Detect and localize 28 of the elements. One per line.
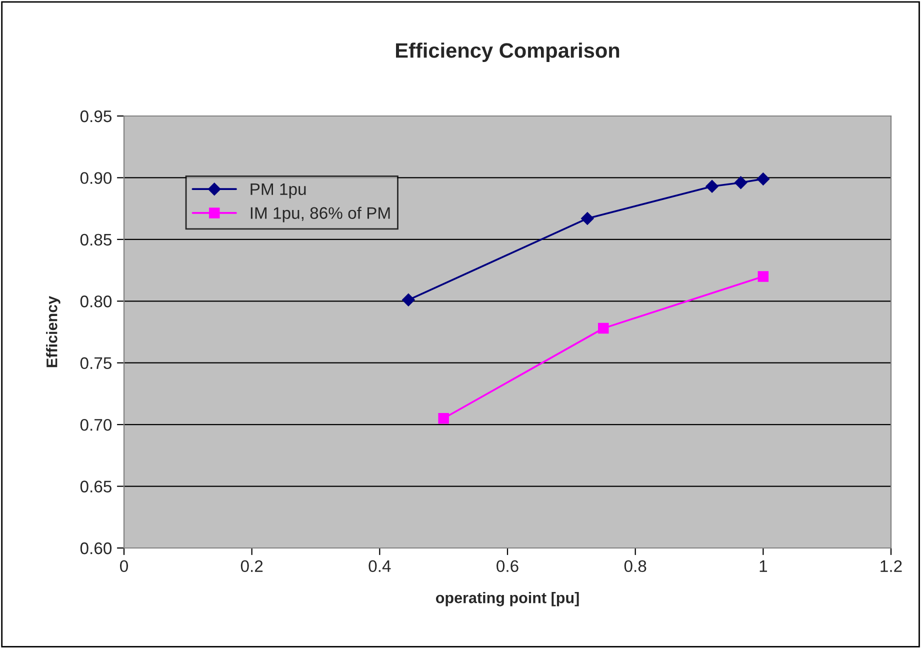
x-tick-label: 0 (120, 560, 128, 572)
y-tick-label: 0.85 (80, 234, 112, 246)
y-tick-label: 0.70 (80, 418, 112, 431)
x-tick-label: 1.2 (880, 560, 902, 572)
x-axis-title: operating point [pu] (436, 592, 579, 606)
point (580, 212, 594, 225)
point (402, 293, 415, 306)
x-tick-label: 0.6 (496, 560, 518, 572)
point (734, 176, 748, 190)
y-tick-label: 0.95 (80, 110, 112, 122)
y-axis-title: Efficiency (46, 296, 60, 368)
x-tick-label: 0.4 (368, 560, 391, 572)
y-tick-label: 0.60 (80, 542, 112, 554)
point (758, 271, 769, 282)
point (756, 172, 770, 186)
y-tick-label: 0.75 (80, 357, 112, 370)
legend-label: PM 1pu (250, 183, 306, 198)
x-tick-label: 0.2 (240, 560, 263, 572)
x-tick-label: 0.8 (624, 560, 646, 572)
legend-label: IM 1pu, 86% of PM (250, 206, 390, 222)
y-tick-label: 0.65 (80, 480, 112, 492)
y-tick-label: 0.80 (80, 296, 112, 308)
x-tick-label: 1 (760, 560, 767, 572)
point (706, 180, 718, 193)
point (598, 322, 609, 334)
y-tick-label: 0.90 (80, 172, 112, 184)
point (438, 413, 449, 424)
chart-title: Efficiency Comparison (396, 42, 620, 62)
